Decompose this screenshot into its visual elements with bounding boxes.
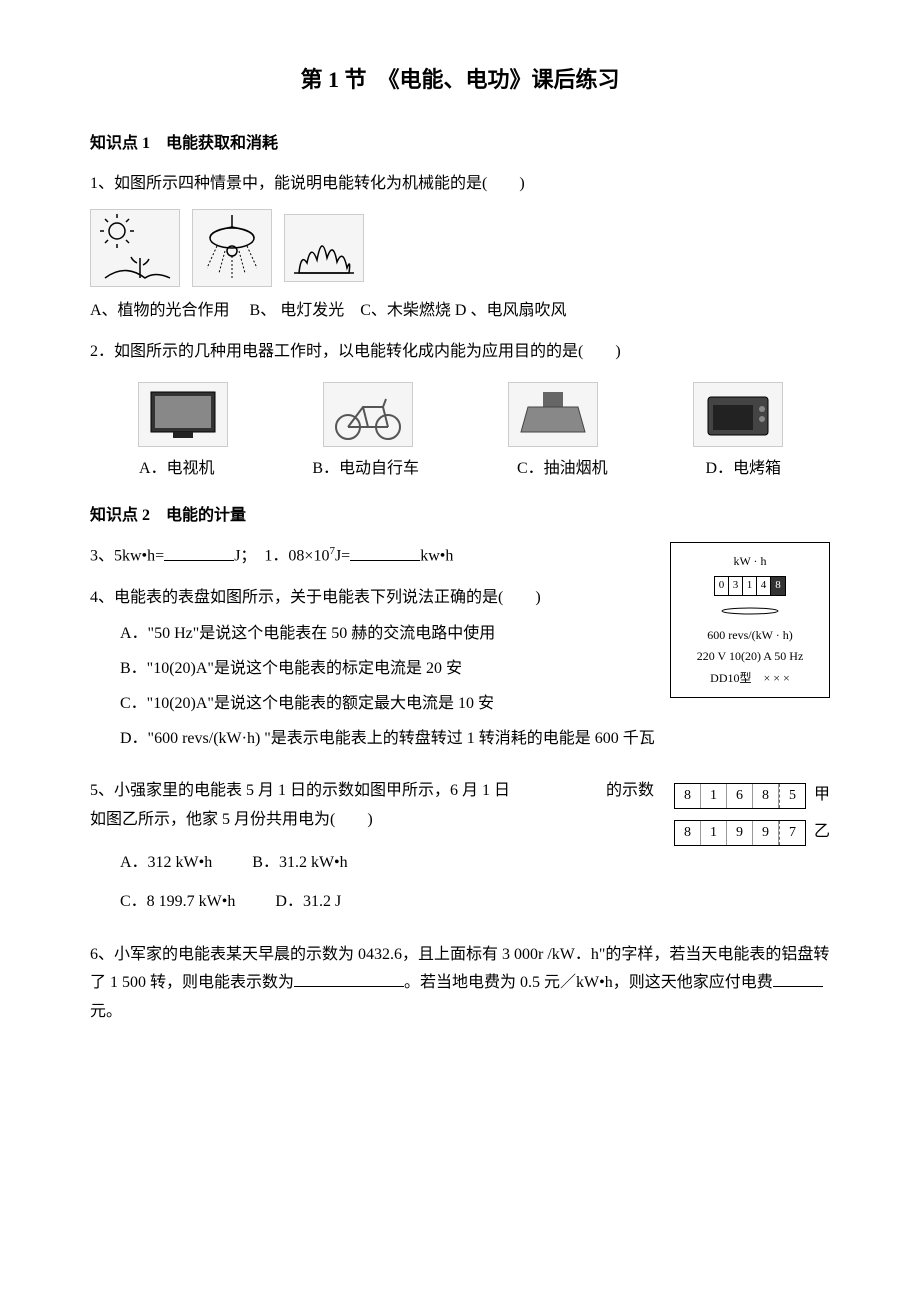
r1-4: 5 xyxy=(779,784,805,808)
page-title: 第 1 节 《电能、电功》课后练习 xyxy=(90,60,830,100)
question-6: 6、小军家的电能表某天早晨的示数为 0432.6，且上面标有 3 000r /k… xyxy=(90,941,830,1027)
q3-blank2[interactable] xyxy=(350,543,420,561)
r1-2: 6 xyxy=(727,784,753,808)
meter-diagram: kW · h 0 3 1 4 8 600 revs/(kW · h) 220 V… xyxy=(670,542,830,698)
q1-images xyxy=(90,209,830,287)
r2-2: 9 xyxy=(727,821,753,845)
q2-img-hood xyxy=(508,382,598,447)
q5-label1: 甲 xyxy=(814,781,830,810)
q2-optD: D．电烤箱 xyxy=(706,455,782,484)
q3-mid2: J= xyxy=(335,548,350,565)
q2-img-oven xyxy=(693,382,783,447)
q3-suffix: kw•h xyxy=(420,548,453,565)
meter-d1: 3 xyxy=(729,577,743,595)
q2-optA: A．电视机 xyxy=(139,455,215,484)
q4-optD: D．"600 revs/(kW·h) "是表示电能表上的转盘转过 1 转消耗的电… xyxy=(120,725,830,754)
r1-0: 8 xyxy=(675,784,701,808)
q2-img-bike xyxy=(323,382,413,447)
q2-images xyxy=(90,382,830,447)
q5-part1: 5、小强家里的电能表 5 月 1 日的示数如图甲所示，6 月 1 日 xyxy=(90,782,510,799)
meter-line4: DD10型 × × × xyxy=(685,668,815,690)
q2-optB: B．电动自行车 xyxy=(312,455,419,484)
q6-blank1[interactable] xyxy=(294,969,404,987)
q5-reading1: 8 1 6 8 5 xyxy=(674,783,806,809)
r2-1: 1 xyxy=(701,821,727,845)
q1-options: A、植物的光合作用 B、 电灯发光 C、木柴燃烧 D 、电风扇吹风 xyxy=(90,297,830,326)
q5-optD: D．31.2 J xyxy=(275,888,341,917)
q1-img-sun-plant xyxy=(90,209,180,287)
q5-reading2: 8 1 9 9 7 xyxy=(674,820,806,846)
r2-4: 7 xyxy=(779,821,805,845)
kp1-heading: 知识点 1 电能获取和消耗 xyxy=(90,130,830,159)
q2-labels: A．电视机 B．电动自行车 C．抽油烟机 D．电烤箱 xyxy=(90,455,830,484)
q6-part3: 元。 xyxy=(90,1003,122,1020)
q5-label2: 乙 xyxy=(814,818,830,847)
r2-3: 9 xyxy=(753,821,779,845)
q2-img-tv xyxy=(138,382,228,447)
meter-d0: 0 xyxy=(715,577,729,595)
meter-d4: 8 xyxy=(771,577,785,595)
meter-line3: 220 V 10(20) A 50 Hz xyxy=(685,646,815,668)
q6-blank2[interactable] xyxy=(773,969,823,987)
q2-optC: C．抽油烟机 xyxy=(517,455,608,484)
q5-optB: B．31.2 kW•h xyxy=(252,849,347,878)
q1-text: 1、如图所示四种情景中，能说明电能转化为机械能的是( ) xyxy=(90,170,830,199)
q2-text: 2．如图所示的几种用电器工作时，以电能转化成内能为应用目的的是( ) xyxy=(90,338,830,367)
r2-0: 8 xyxy=(675,821,701,845)
q3-mid1: J； 1．08×10 xyxy=(234,548,329,565)
q3-blank1[interactable] xyxy=(164,543,234,561)
question-1: 1、如图所示四种情景中，能说明电能转化为机械能的是( ) xyxy=(90,170,830,326)
meter-display: 0 3 1 4 8 xyxy=(714,576,786,596)
meter-d2: 1 xyxy=(743,577,757,595)
q1-img-fire xyxy=(284,214,364,282)
question-5: 8 1 6 8 5 甲 8 1 9 9 7 乙 5、小强家里的电能表 5 月 1… xyxy=(90,777,830,916)
kp2-heading: 知识点 2 电能的计量 xyxy=(90,502,830,531)
question-2: 2．如图所示的几种用电器工作时，以电能转化成内能为应用目的的是( ) A．电视机… xyxy=(90,338,830,484)
q5-readings: 8 1 6 8 5 甲 8 1 9 9 7 乙 xyxy=(674,781,830,847)
q6-part2: 。若当地电费为 0.5 元／kW•h，则这天他家应付电费 xyxy=(404,974,773,991)
q5-optA: A．312 kW•h xyxy=(120,849,212,878)
q3-prefix: 3、5kw•h= xyxy=(90,548,164,565)
meter-d3: 4 xyxy=(757,577,771,595)
q1-img-lamp xyxy=(192,209,272,287)
r1-1: 1 xyxy=(701,784,727,808)
q5-optC: C．8 199.7 kW•h xyxy=(120,888,235,917)
meter-unit: kW · h xyxy=(685,551,815,573)
meter-line2: 600 revs/(kW · h) xyxy=(685,625,815,647)
q5-part2: 的示数 xyxy=(606,777,654,806)
r1-3: 8 xyxy=(753,784,779,808)
